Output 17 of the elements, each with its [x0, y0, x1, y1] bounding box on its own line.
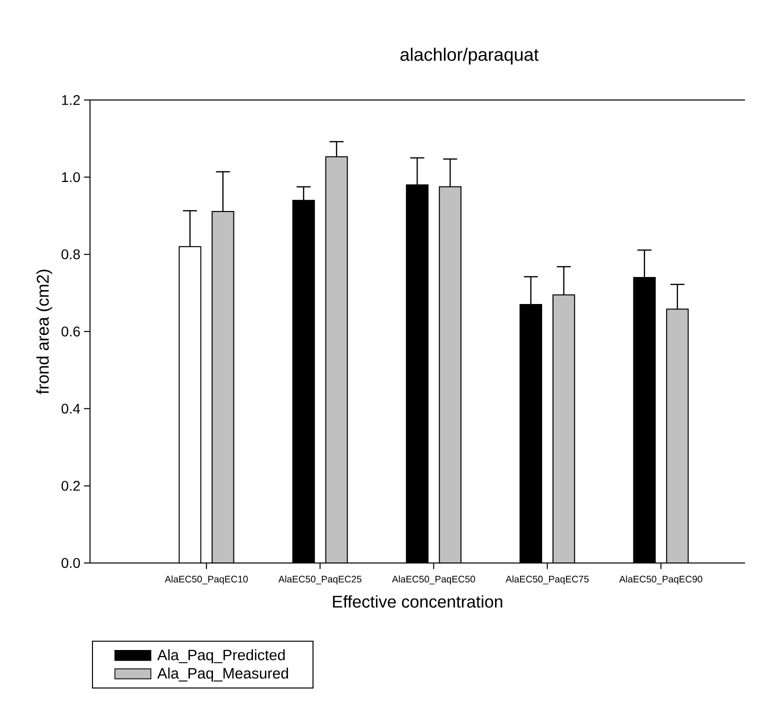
- y-axis-title: frond area (cm2): [36, 270, 52, 394]
- x-tick-label: AlaEC50_PaqEC75: [506, 576, 589, 584]
- y-tick-label: 0.6: [62, 326, 80, 336]
- legend-label: Ala_Paq_Predicted: [157, 649, 285, 664]
- x-tick-label: AlaEC50_PaqEC90: [619, 576, 702, 584]
- y-tick-label: 0.8: [62, 249, 80, 260]
- y-tick-label: 1.2: [62, 95, 80, 105]
- legend-label: Ala_Paq_Measured: [157, 668, 288, 682]
- y-tick-label: 0.0: [62, 558, 80, 568]
- y-tick-label: 0.4: [62, 404, 80, 414]
- x-tick-label: AlaEC50_PaqEC10: [164, 576, 248, 584]
- x-tick-label: AlaEC50_PaqEC50: [392, 576, 476, 584]
- y-tick-label: 0.2: [62, 480, 80, 491]
- y-tick-label: 1.0: [62, 172, 80, 182]
- x-axis-title: Effective concentration: [333, 595, 502, 608]
- x-tick-label: AlaEC50_PaqEC25: [278, 576, 362, 584]
- chart-title: alachlor/paraquat: [400, 48, 539, 64]
